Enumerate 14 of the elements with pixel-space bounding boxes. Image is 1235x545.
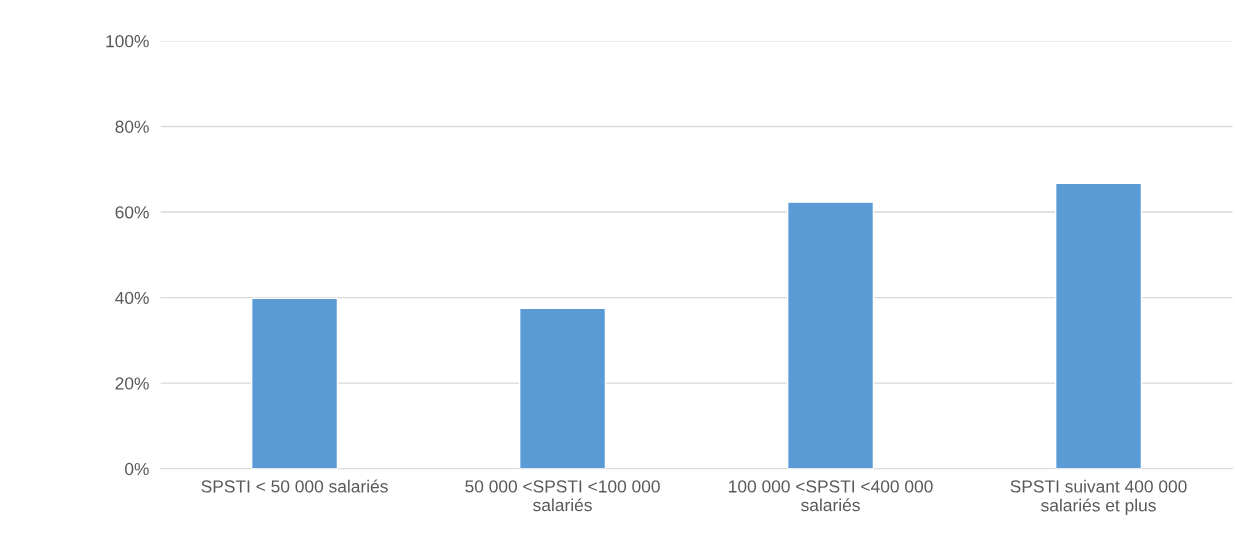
y-tick-label: 20%	[115, 377, 149, 390]
bar	[518, 307, 607, 469]
bar	[786, 201, 875, 469]
y-tick-label: 40%	[115, 291, 149, 305]
y-tick-label: 80%	[115, 120, 149, 133]
x-tick-label: SPSTI suivant 400 000 salariés et plus	[1010, 479, 1187, 515]
bar	[250, 297, 339, 469]
x-tick-label: 100 000 <SPSTI <400 000 salariés	[729, 480, 933, 512]
x-tick-label: SPSTI < 50 000 salariés	[201, 479, 388, 493]
bar	[1054, 182, 1143, 469]
y-tick-label: 100%	[106, 35, 149, 48]
y-tick-label: 0%	[125, 462, 149, 476]
y-tick-label: 60%	[115, 206, 149, 219]
x-tick-label: 50 000 <SPSTI <100 000 salariés	[465, 480, 660, 512]
